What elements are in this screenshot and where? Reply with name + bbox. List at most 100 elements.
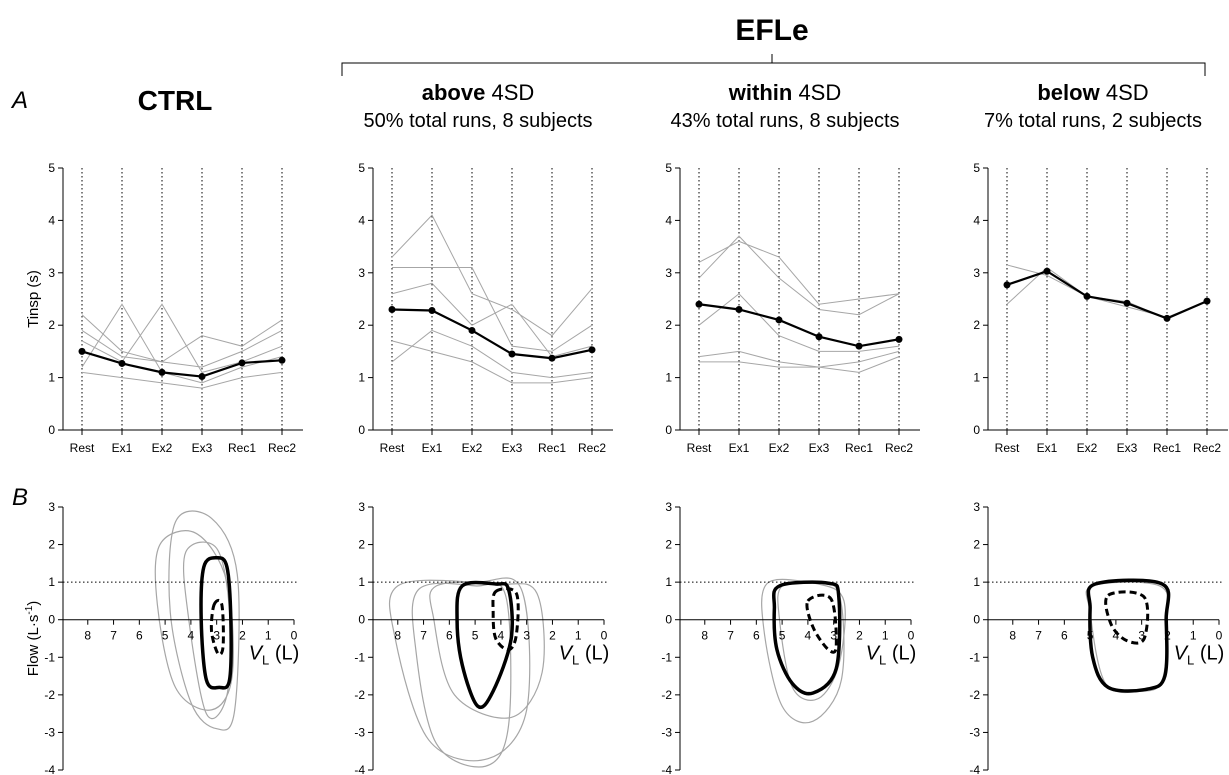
x-axis-label: VL (L) [1174, 643, 1225, 668]
series-line [81, 314, 283, 368]
x-tick-label: Rec2 [1193, 441, 1221, 455]
point [1203, 297, 1211, 305]
y-tick-label: -1 [354, 650, 365, 664]
flow-volume-loop [429, 581, 545, 719]
series-line [81, 350, 283, 378]
flow-volume-loop [199, 555, 233, 690]
y-tick-label: 1 [48, 371, 55, 385]
point [1083, 292, 1091, 300]
y-tick-label: -1 [661, 650, 672, 664]
panel-label: A [10, 87, 28, 114]
panel-title: above 4SD [422, 80, 535, 105]
y-tick-label: 4 [973, 213, 980, 227]
y-tick-label: 1 [665, 575, 672, 589]
x-tick-label: 7 [110, 629, 117, 643]
flow-volume-loop [168, 510, 240, 731]
point [815, 333, 823, 341]
x-tick-label: Ex1 [112, 441, 133, 455]
x-tick-label: 3 [523, 629, 530, 643]
y-tick-label: 0 [48, 613, 55, 627]
x-tick-label: Ex1 [422, 441, 443, 455]
y-tick-label: 1 [48, 575, 55, 589]
y-tick-label: 5 [665, 161, 672, 175]
x-axis-label: VL (L) [249, 643, 300, 668]
panel-title: within 4SD [728, 80, 841, 105]
x-tick-label: Ex3 [1117, 441, 1138, 455]
x-tick-label: Rest [687, 441, 712, 455]
y-tick-label: -4 [44, 763, 55, 775]
x-tick-label: 2 [549, 629, 556, 643]
series-line [81, 319, 283, 363]
point [238, 359, 246, 367]
x-tick-label: 8 [84, 629, 91, 643]
series-line [698, 240, 900, 305]
point [118, 359, 126, 367]
x-tick-label: 5 [1087, 629, 1094, 643]
panel-subtitle: 50% total runs, 8 subjects [363, 110, 592, 132]
y-tick-label: 4 [358, 213, 365, 227]
title-bold: within [728, 80, 793, 105]
panel-subtitle: 43% total runs, 8 subjects [670, 110, 899, 132]
panel-subtitle: 7% total runs, 2 subjects [984, 110, 1202, 132]
x-tick-label: 8 [1009, 629, 1016, 643]
flow-volume-loop [182, 541, 232, 720]
series-line [391, 282, 593, 358]
label-sub: L [1187, 653, 1194, 668]
x-tick-label: 6 [1061, 629, 1068, 643]
x-tick-label: 4 [188, 629, 195, 643]
y-tick-label: -3 [661, 725, 672, 739]
x-tick-label: Ex1 [729, 441, 750, 455]
x-tick-label: 3 [1138, 629, 1145, 643]
point [588, 346, 596, 354]
y-tick-label: 2 [665, 318, 672, 332]
y-tick-label: -3 [354, 725, 365, 739]
point [428, 307, 436, 315]
point [855, 342, 863, 350]
x-tick-label: 0 [291, 629, 298, 643]
label-sub: L [572, 653, 579, 668]
point [388, 305, 396, 313]
y-tick-label: 0 [665, 423, 672, 437]
y-tick-label: 5 [358, 161, 365, 175]
x-tick-label: 5 [162, 629, 169, 643]
y-tick-label: 4 [48, 213, 55, 227]
y-tick-label: -2 [661, 688, 672, 702]
x-tick-label: 2 [239, 629, 246, 643]
x-tick-label: 0 [1216, 629, 1223, 643]
x-tick-label: Rest [380, 441, 405, 455]
label-text: Flow (L·s [25, 615, 42, 677]
series-line [698, 293, 900, 352]
point [278, 356, 286, 364]
series-line [698, 350, 900, 373]
x-tick-label: Ex2 [769, 441, 790, 455]
y-tick-label: 1 [973, 575, 980, 589]
series-line [391, 340, 593, 384]
y-tick-label: 1 [973, 371, 980, 385]
flow-volume-loop [154, 530, 234, 711]
label-sub: L [262, 653, 269, 668]
point [468, 326, 476, 334]
x-tick-label: Rec2 [578, 441, 606, 455]
y-tick-label: 0 [973, 423, 980, 437]
x-axis-label: VL (L) [866, 643, 917, 668]
flow-volume-loop [209, 598, 225, 657]
x-tick-label: 0 [601, 629, 608, 643]
y-tick-label: 0 [48, 423, 55, 437]
x-tick-label: 5 [779, 629, 786, 643]
label-text: V [559, 643, 574, 665]
y-tick-label: 0 [358, 423, 365, 437]
point [548, 354, 556, 362]
flow-volume-loop [455, 580, 514, 709]
flow-volume-loop [777, 581, 846, 701]
y-tick-label: 3 [973, 266, 980, 280]
x-tick-label: 4 [805, 629, 812, 643]
flow-volume-loop [1104, 590, 1150, 645]
x-tick-label: 1 [265, 629, 272, 643]
y-tick-label: -1 [44, 650, 55, 664]
panel-title: CTRL [138, 85, 213, 116]
y-tick-label: 2 [973, 538, 980, 552]
flow-volume-loop [388, 577, 531, 762]
x-tick-label: Ex1 [1037, 441, 1058, 455]
point [1043, 267, 1051, 275]
